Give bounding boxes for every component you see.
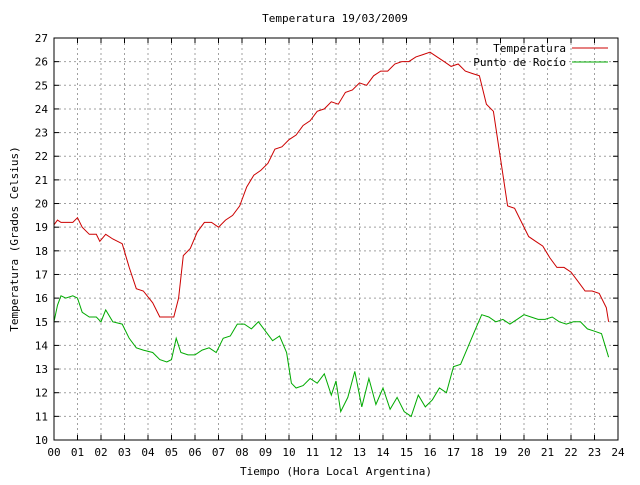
legend-label: Temperatura	[493, 42, 566, 55]
y-tick-label: 24	[35, 103, 49, 116]
y-tick-label: 15	[35, 316, 48, 329]
grid	[54, 38, 618, 440]
x-tick-label: 10	[282, 446, 295, 459]
x-tick-label: 22	[564, 446, 577, 459]
y-tick-label: 26	[35, 56, 48, 69]
legend-label: Punto de Rocío	[473, 56, 566, 69]
x-tick-label: 16	[423, 446, 436, 459]
y-tick-label: 20	[35, 198, 48, 211]
y-tick-label: 19	[35, 221, 48, 234]
y-tick-label: 13	[35, 363, 48, 376]
y-tick-label: 17	[35, 268, 48, 281]
x-tick-label: 04	[141, 446, 155, 459]
y-tick-label: 12	[35, 387, 48, 400]
x-tick-label: 07	[212, 446, 225, 459]
x-axis-label: Tiempo (Hora Local Argentina)	[240, 465, 432, 478]
x-tick-label: 12	[329, 446, 342, 459]
x-tick-label: 11	[306, 446, 319, 459]
y-tick-label: 11	[35, 410, 48, 423]
y-tick-label: 14	[35, 339, 49, 352]
y-tick-label: 22	[35, 150, 48, 163]
x-tick-label: 02	[94, 446, 107, 459]
x-tick-label: 08	[235, 446, 248, 459]
y-tick-label: 21	[35, 174, 48, 187]
punto-de-rocio-line	[53, 295, 610, 418]
x-tick-label: 06	[188, 446, 201, 459]
chart-title: Temperatura 19/03/2009	[262, 12, 408, 25]
x-tick-label: 15	[400, 446, 413, 459]
y-tick-label: 18	[35, 245, 48, 258]
x-tick-label: 00	[47, 446, 60, 459]
y-tick-label: 25	[35, 79, 48, 92]
temperatura-line	[53, 51, 610, 322]
x-tick-label: 17	[447, 446, 460, 459]
y-axis-label: Temperatura (Grados Celsius)	[8, 146, 21, 331]
x-tick-label: 14	[376, 446, 390, 459]
series-layer	[53, 51, 610, 418]
x-tick-label: 05	[165, 446, 178, 459]
x-tick-label: 20	[517, 446, 530, 459]
x-tick-label: 21	[541, 446, 554, 459]
x-tick-label: 24	[611, 446, 625, 459]
y-tick-label: 10	[35, 434, 48, 447]
y-tick-label: 23	[35, 127, 48, 140]
x-tick-label: 13	[353, 446, 366, 459]
x-tick-label: 19	[494, 446, 507, 459]
y-tick-label: 27	[35, 32, 48, 45]
x-tick-label: 03	[118, 446, 131, 459]
x-tick-label: 23	[588, 446, 601, 459]
y-tick-label: 16	[35, 292, 48, 305]
x-tick-label: 01	[71, 446, 84, 459]
x-tick-label: 09	[259, 446, 272, 459]
ticks: 10 11 12 13 14 15 16 17 18 19 20 21 22 23 24 25 26 27 00 01…	[35, 32, 625, 459]
x-tick-label: 18	[470, 446, 483, 459]
